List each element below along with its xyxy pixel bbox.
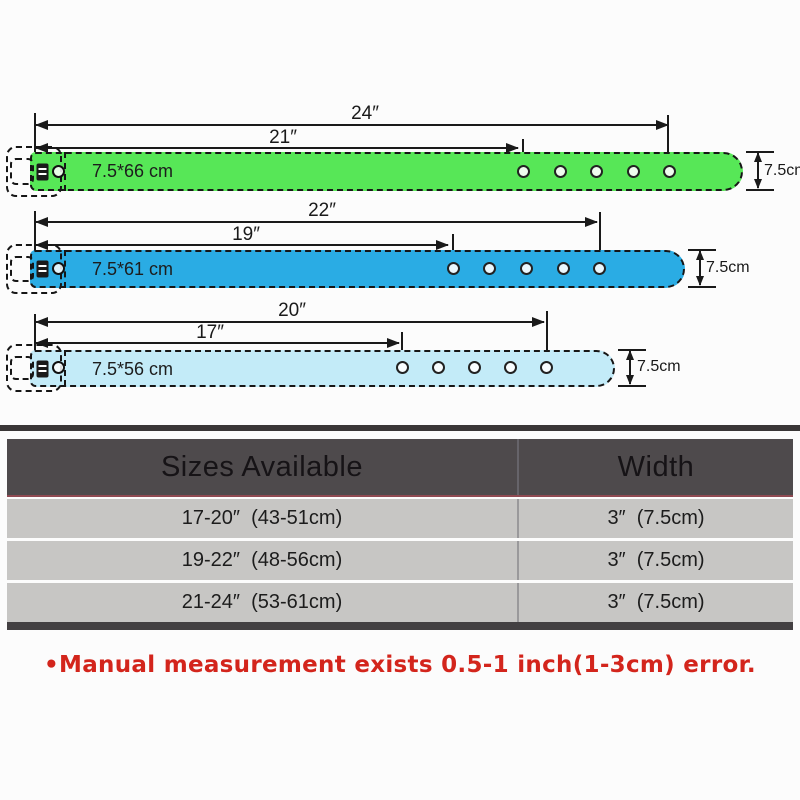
buckle-fold-line <box>64 250 66 288</box>
table-header-sizes: Sizes Available <box>160 450 364 483</box>
arrow-right-icon <box>506 143 519 153</box>
arrow-left-icon <box>35 217 48 227</box>
table-cell-sizes: 17-20″ (43-51cm) <box>181 507 343 529</box>
table-row: 19-22″ (48-56cm) 3″ (7.5cm) <box>7 541 793 580</box>
arrow-right-icon <box>436 240 449 250</box>
dimension-label-firsthole-belt2: 19″ <box>232 224 260 245</box>
buckle-clasp-icon <box>36 360 49 378</box>
width-arrow <box>626 350 634 385</box>
belt-size-label: 7.5*61 cm <box>92 259 174 279</box>
arrow-down-icon <box>754 179 762 189</box>
table-header-width: Width <box>517 439 793 495</box>
table-header-row: Sizes Available Width <box>7 439 793 497</box>
arrow-down-icon <box>626 375 634 385</box>
dimension-line-firsthole-belt1 <box>35 143 519 153</box>
dimension-label-total-belt1: 24″ <box>351 103 379 124</box>
buckle-hole <box>52 262 65 275</box>
belt-lightblue <box>30 350 615 387</box>
belt-hole <box>593 262 606 275</box>
belt-hole <box>504 361 517 374</box>
belt-size-label: 7.5*56 cm <box>92 359 174 379</box>
belt-hole <box>432 361 445 374</box>
arrow-down-icon <box>696 276 704 286</box>
table-row: 17-20″ (43-51cm) 3″ (7.5cm) <box>7 499 793 538</box>
width-cap <box>618 385 646 387</box>
width-cap <box>688 286 716 288</box>
belt-size-label: 7.5*66 cm <box>92 161 174 181</box>
dimension-label-firsthole-belt1: 21″ <box>269 127 297 148</box>
dimension-start-tick <box>34 211 36 251</box>
belt-hole <box>627 165 640 178</box>
table-row: 21-24″ (53-61cm) 3″ (7.5cm) <box>7 583 793 622</box>
belt-hole <box>468 361 481 374</box>
arrow-left-icon <box>35 120 48 130</box>
belt-hole <box>557 262 570 275</box>
buckle-hole <box>52 165 65 178</box>
buckle-prong-outline <box>10 356 34 380</box>
dimension-end-tick <box>401 332 403 364</box>
table-cell-width: 3″ (7.5cm) <box>517 499 793 538</box>
width-cap <box>746 189 774 191</box>
width-label: 7.5cm <box>764 162 800 179</box>
arrow-up-icon <box>626 350 634 360</box>
dimension-label-total-belt2: 22″ <box>308 200 336 221</box>
dimension-line-firsthole-belt3 <box>35 338 400 348</box>
dimension-end-tick <box>667 115 669 168</box>
buckle-hole <box>52 361 65 374</box>
table-cell-width: 3″ (7.5cm) <box>517 541 793 580</box>
belt-hole <box>520 262 533 275</box>
buckle-fold-line <box>64 350 66 386</box>
belt-hole <box>517 165 530 178</box>
buckle-prong-outline <box>10 256 34 282</box>
table-bottom-border <box>7 622 793 630</box>
arrow-right-icon <box>387 338 400 348</box>
dimension-line-total-belt1 <box>35 120 669 130</box>
table-top-border <box>0 425 800 431</box>
dimension-end-tick <box>599 212 601 263</box>
dimension-start-tick <box>34 314 36 351</box>
arrow-left-icon <box>35 317 48 327</box>
measurement-error-note: •Manual measurement exists 0.5-1 inch(1-… <box>44 652 756 678</box>
buckle-clasp-icon <box>36 163 49 181</box>
width-arrow <box>754 152 762 189</box>
dimension-end-tick <box>546 311 548 364</box>
belt-hole <box>396 361 409 374</box>
dimension-line-total-belt2 <box>35 217 598 227</box>
belt-hole <box>663 165 676 178</box>
arrow-left-icon <box>35 338 48 348</box>
belt-hole <box>447 262 460 275</box>
table-cell-sizes: 19-22″ (48-56cm) <box>181 549 343 571</box>
belt-hole <box>554 165 567 178</box>
belt-blue <box>30 250 685 288</box>
width-arrow <box>696 250 704 286</box>
belt-hole <box>590 165 603 178</box>
arrow-right-icon <box>656 120 669 130</box>
buckle-prong-outline <box>10 158 34 185</box>
size-table: Sizes Available Width 17-20″ (43-51cm) 3… <box>7 439 793 622</box>
table-cell-width: 3″ (7.5cm) <box>517 583 793 622</box>
width-label: 7.5cm <box>637 358 681 375</box>
belt-hole <box>540 361 553 374</box>
belt-hole <box>483 262 496 275</box>
arrow-up-icon <box>754 152 762 162</box>
dimension-label-total-belt3: 20″ <box>278 300 306 321</box>
dimension-start-tick <box>34 113 36 152</box>
dimension-label-firsthole-belt3: 17″ <box>196 322 224 343</box>
width-label: 7.5cm <box>706 259 750 276</box>
arrow-up-icon <box>696 250 704 260</box>
table-cell-sizes: 21-24″ (53-61cm) <box>181 591 343 613</box>
arrow-right-icon <box>585 217 598 227</box>
dimension-line-total-belt3 <box>35 317 545 327</box>
buckle-clasp-icon <box>36 260 49 278</box>
arrow-right-icon <box>532 317 545 327</box>
buckle-fold-line <box>64 152 66 191</box>
belt-green <box>30 152 743 191</box>
dimension-end-tick <box>452 234 454 263</box>
arrow-left-icon <box>35 143 48 153</box>
